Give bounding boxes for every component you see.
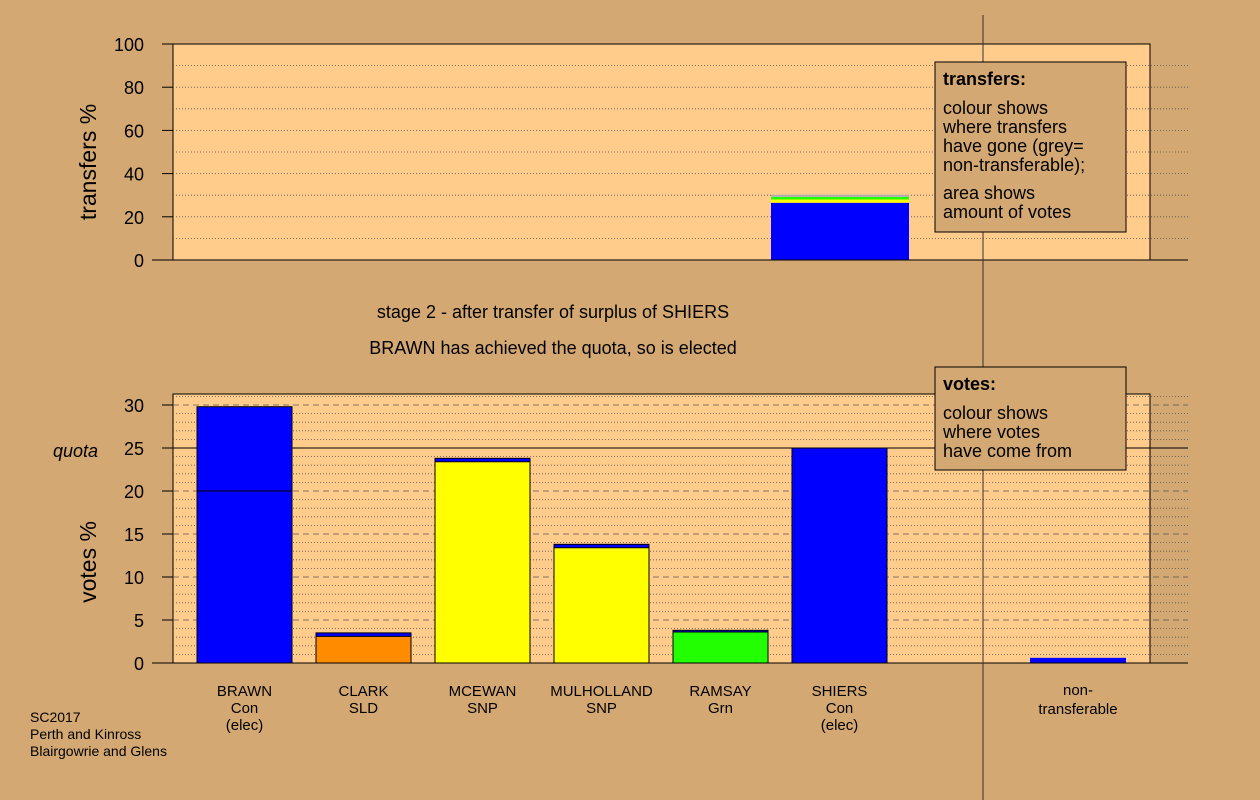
votes-legend-line-3: have come from <box>943 441 1072 461</box>
footer-line-2: Perth and Kinross <box>30 726 141 742</box>
footer-line-1: SC2017 <box>30 709 81 725</box>
candidate-label: (elec) <box>821 717 859 734</box>
transfers-legend-line-1: colour shows <box>943 98 1048 118</box>
candidate-label: CLARK <box>338 683 388 700</box>
votes-y-ticks: 0 5 10 15 20 25 30 <box>124 396 173 674</box>
votes-y-tick-label: 5 <box>134 611 144 631</box>
votes-legend-line-1: colour shows <box>943 403 1048 423</box>
candidate-label: MCEWAN <box>449 683 517 700</box>
transfers-y-axis-label: transfers % <box>75 104 101 220</box>
candidate-label: MULHOLLAND <box>550 683 653 700</box>
candidate-label: BRAWN <box>217 683 272 700</box>
nontransferable-label: transferable <box>1038 701 1117 718</box>
transfers-y-tick-label: 40 <box>124 165 144 185</box>
votes-y-tick-label: 30 <box>124 396 144 416</box>
candidate-label: SLD <box>349 700 378 717</box>
candidate-label: SNP <box>467 700 498 717</box>
votes-y-tick-label: 25 <box>124 439 144 459</box>
transfers-y-tick-label: 20 <box>124 208 144 228</box>
transfers-grid <box>173 65 1188 239</box>
votes-bar-segment <box>554 544 649 548</box>
transfers-y-tick-label: 60 <box>124 121 144 141</box>
votes-bar-segment <box>554 547 649 663</box>
votes-y-axis-label: votes % <box>75 521 101 603</box>
votes-bar-segment <box>316 632 411 637</box>
nontransferable-bar <box>1030 657 1126 663</box>
transfers-bar-segment <box>771 194 909 197</box>
transfers-legend-title: transfers: <box>943 69 1026 89</box>
votes-bars <box>196 406 1126 664</box>
transfers-bar-segment <box>771 199 909 203</box>
candidate-label: (elec) <box>226 717 264 734</box>
stage-caption: stage 2 - after transfer of surplus of S… <box>377 302 729 322</box>
transfers-bars <box>771 194 909 260</box>
candidate-label: Con <box>826 700 854 717</box>
quota-label: quota <box>53 441 98 461</box>
transfers-legend-box <box>934 61 1127 233</box>
votes-bar-segment <box>792 448 887 663</box>
transfers-legend-line-3: have gone (grey= <box>943 136 1084 156</box>
result-caption: BRAWN has achieved the quota, so is elec… <box>369 338 737 358</box>
candidate-label: Grn <box>708 700 733 717</box>
candidate-label: RAMSAY <box>689 683 751 700</box>
transfers-bar-segment <box>771 196 909 200</box>
candidate-label: SNP <box>586 700 617 717</box>
votes-legend-box <box>934 366 1127 471</box>
transfers-legend-line-4: non-transferable); <box>943 155 1085 175</box>
footer-info: SC2017 Perth and Kinross Blairgowrie and… <box>30 709 167 759</box>
nontransferable-label: non- <box>1063 682 1093 699</box>
transfers-y-tick-label: 80 <box>124 78 144 98</box>
votes-bar-segment <box>435 461 530 663</box>
candidate-label: Con <box>231 700 259 717</box>
votes-bar-segment <box>316 636 411 663</box>
footer-line-3: Blairgowrie and Glens <box>30 743 167 759</box>
votes-y-tick-label: 0 <box>134 654 144 674</box>
votes-bar-segment <box>673 632 768 663</box>
candidate-label: SHIERS <box>812 683 868 700</box>
votes-y-tick-label: 20 <box>124 482 144 502</box>
transfers-y-tick-label: 0 <box>134 251 144 271</box>
transfers-y-ticks: 0 20 40 60 80 100 <box>114 35 173 271</box>
votes-bar-segment <box>435 458 530 462</box>
votes-legend-line-2: where votes <box>942 422 1040 442</box>
transfers-legend-line-6: amount of votes <box>943 202 1071 222</box>
votes-y-tick-label: 15 <box>124 525 144 545</box>
votes-bar-segment <box>673 630 768 633</box>
votes-bar-segment <box>197 491 292 663</box>
votes-y-tick-label: 10 <box>124 568 144 588</box>
transfers-legend-line-2: where transfers <box>942 117 1067 137</box>
votes-x-labels: BRAWNCon(elec)CLARKSLDMCEWANSNPMULHOLLAN… <box>217 682 1118 734</box>
transfers-legend-line-5: area shows <box>943 183 1035 203</box>
transfers-legend: transfers: colour shows where transfers … <box>934 61 1127 233</box>
transfers-bar-segment <box>771 202 909 260</box>
votes-legend-title: votes: <box>943 374 996 394</box>
votes-bar-segment <box>197 406 292 491</box>
transfers-y-tick-label: 100 <box>114 35 144 55</box>
votes-legend: votes: colour shows where votes have com… <box>934 366 1127 471</box>
